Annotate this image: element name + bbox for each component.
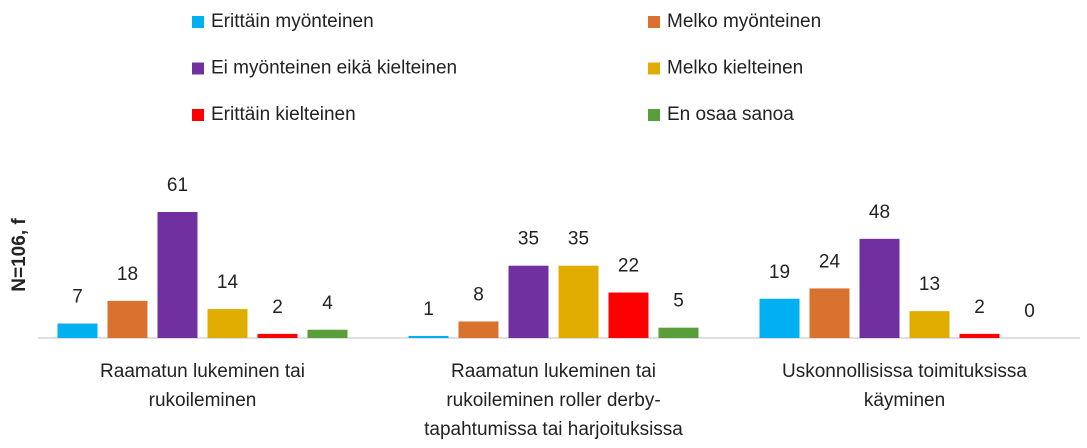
data-label: 48 [869,202,890,223]
data-label: 35 [518,229,539,250]
bar [207,309,248,338]
data-label: 8 [473,284,484,305]
data-label: 35 [568,229,589,250]
bar [57,323,98,338]
data-label: 1 [423,299,434,320]
y-axis-label: N=106, f [9,218,30,292]
bar [508,265,549,338]
legend-label: Melko kielteinen [667,58,803,79]
bar [959,333,1000,338]
bar [759,298,800,338]
bar [809,288,850,338]
legend-label: Ei myönteinen eikä kielteinen [211,58,457,79]
bar [608,292,649,338]
bar [658,327,699,338]
legend-swatch [648,16,660,28]
legend-swatch [648,62,660,75]
bar [307,329,348,338]
legend-label: Melko myönteinen [667,11,821,32]
data-label: 19 [769,262,790,283]
legend-label: Erittäin myönteinen [211,11,374,32]
x-tick-label: Raamatun lukeminen tai rukoileminen roll… [424,361,683,440]
legend-swatch [192,109,204,121]
legend-label: En osaa sanoa [667,104,794,125]
bar [157,211,198,338]
data-label: 22 [618,256,639,277]
data-label: 2 [974,297,985,318]
bar [408,335,449,338]
bar [859,238,900,338]
legend-swatch [648,109,660,121]
data-label: 14 [217,272,239,293]
data-label: 5 [673,291,684,312]
bar [257,333,298,338]
legend-swatch [192,16,204,28]
data-label: 18 [117,264,138,285]
bar [558,265,599,338]
data-label: 0 [1024,301,1035,322]
data-label: 2 [272,297,283,318]
legend-label: Erittäin kielteinen [211,104,356,125]
data-label: 13 [919,274,940,295]
data-label: 24 [819,251,841,272]
bar [909,311,950,338]
data-label: 7 [72,287,83,308]
x-tick-label: Raamatun lukeminen tai rukoileminen [100,361,305,411]
x-tick-label: Uskonnollisissa toimituksissa käyminen [782,361,1027,411]
legend-swatch [192,62,204,75]
bar [458,321,499,338]
bar [107,300,148,338]
data-label: 4 [322,293,333,314]
data-label: 61 [167,175,188,196]
